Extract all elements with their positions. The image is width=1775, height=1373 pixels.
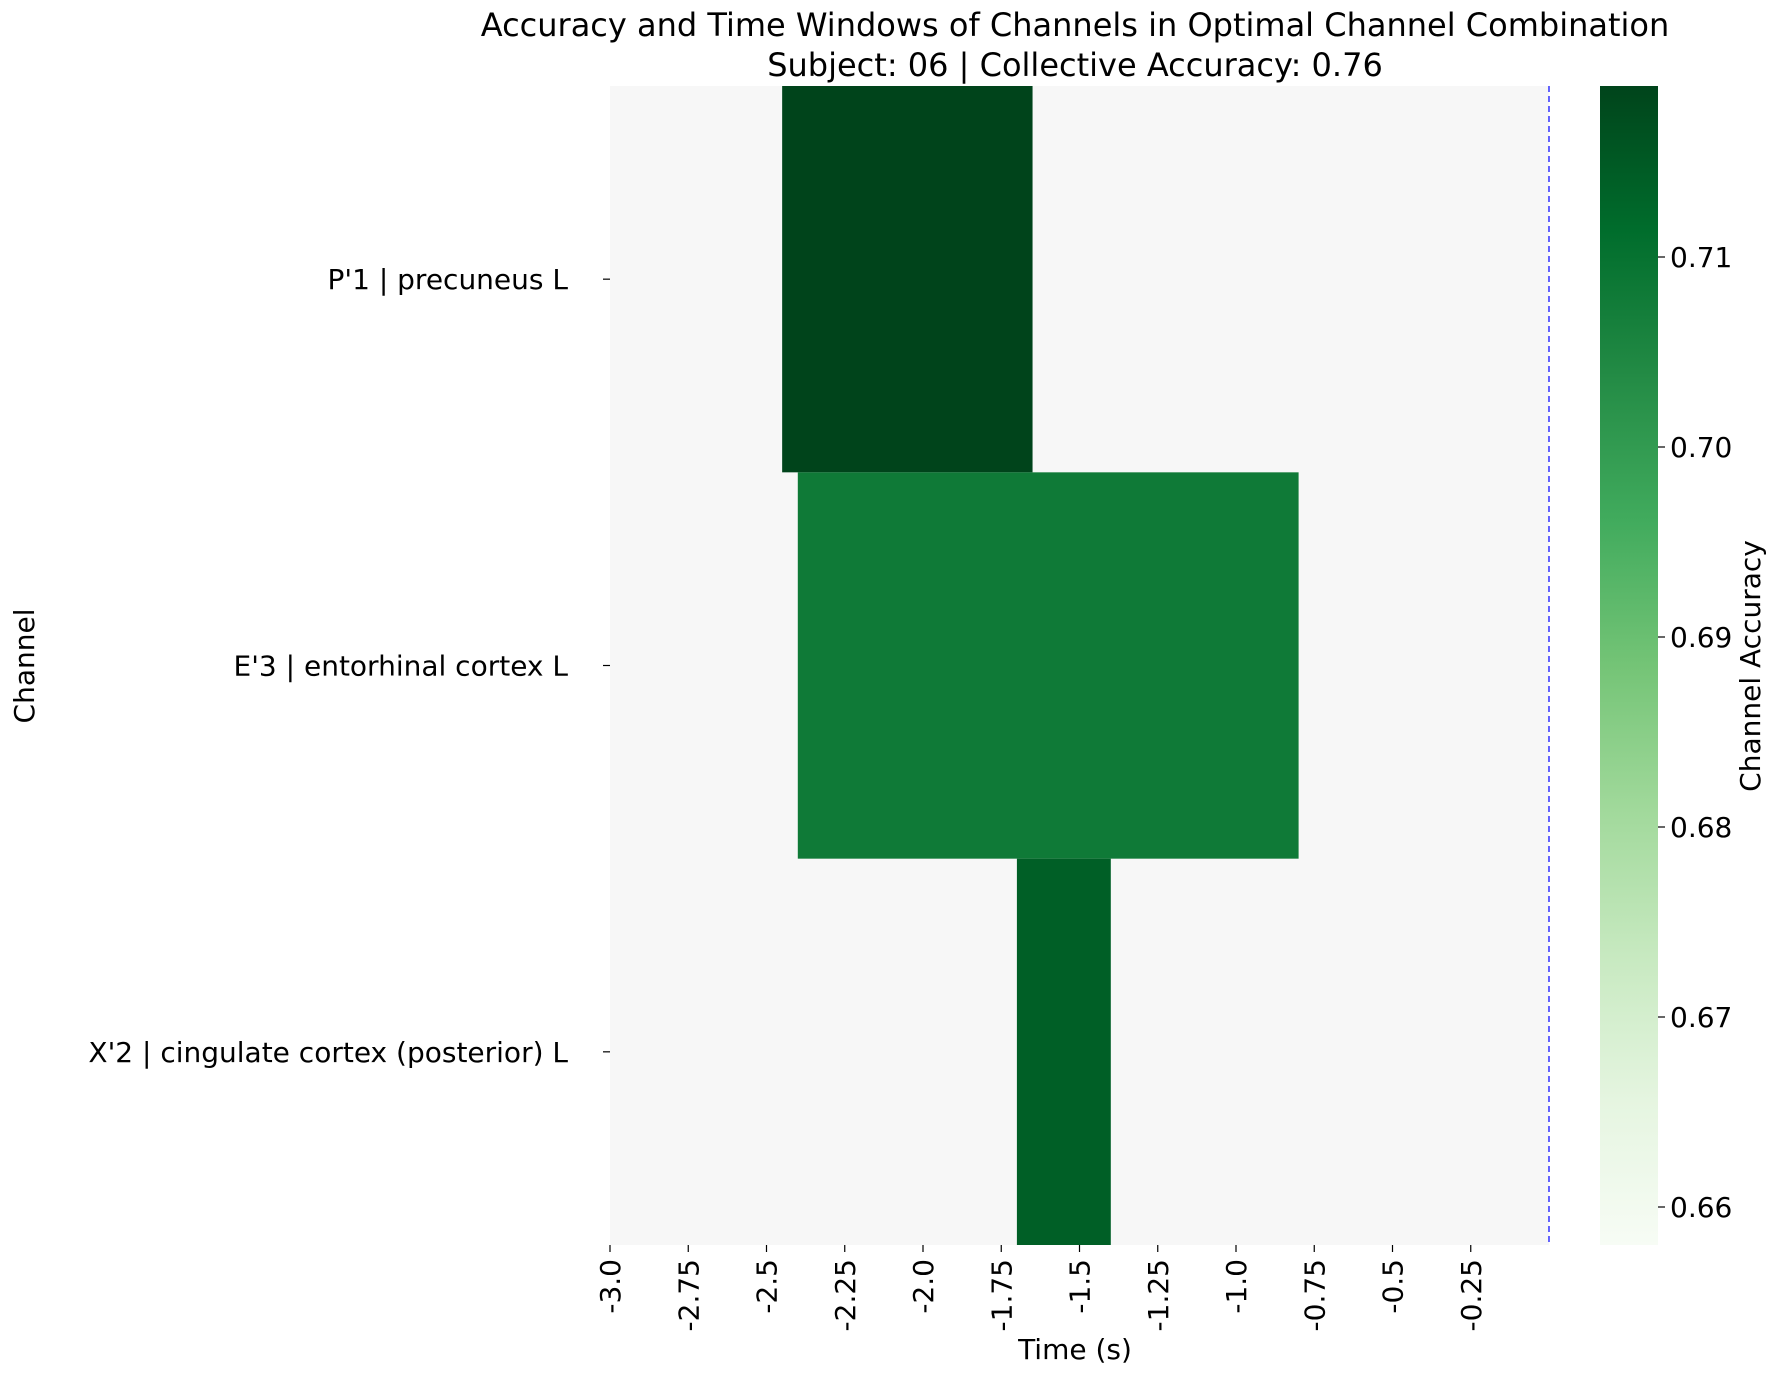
- heatmap-cell: [797, 472, 1299, 859]
- colorbar-ticks: 0.66 0.67 0.68 0.69 0.70 0.71: [1658, 241, 1732, 1224]
- x-tick-label: -2.0: [907, 1259, 940, 1314]
- heatmap-cell: [1016, 858, 1111, 1245]
- x-tick-label: -1.25: [1142, 1259, 1175, 1331]
- colorbar-tick-label: 0.66: [1670, 1191, 1732, 1224]
- x-tick-label: -2.5: [751, 1259, 784, 1314]
- heatmap-cell: [782, 86, 1033, 473]
- y-axis-label: Channel: [8, 609, 41, 724]
- colorbar-tick-label: 0.71: [1670, 241, 1732, 274]
- colorbar-tick-label: 0.70: [1670, 431, 1732, 464]
- x-tick-label: -1.0: [1220, 1259, 1253, 1314]
- x-tick-label: -1.5: [1064, 1259, 1097, 1314]
- colorbar: [1600, 86, 1658, 1245]
- x-tick-label: -2.25: [829, 1259, 862, 1331]
- heatmap-cells: [782, 86, 1299, 1245]
- x-tick-label: -0.75: [1298, 1259, 1331, 1331]
- x-tick-label: -3.0: [594, 1259, 627, 1314]
- y-tick-label: P'1 | precuneus L: [328, 263, 569, 296]
- y-tick-label: X'2 | cingulate cortex (posterior) L: [88, 1036, 568, 1069]
- colorbar-tick-label: 0.69: [1670, 621, 1732, 654]
- colorbar-tick-label: 0.68: [1670, 811, 1732, 844]
- x-axis-label: Time (s): [1017, 1333, 1132, 1366]
- colorbar-tick-label: 0.67: [1670, 1001, 1732, 1034]
- x-tick-label: -1.75: [985, 1259, 1018, 1331]
- x-axis-ticks: -3.0 -2.75 -2.5 -2.25 -2.0 -1.75 -1.5 -1.25 -1.0…: [594, 1245, 1488, 1331]
- y-tick-label: E'3 | entorhinal cortex L: [234, 650, 569, 683]
- y-axis-ticks: P'1 | precuneus L E'3 | entorhinal cortex…: [88, 263, 610, 1069]
- x-tick-label: -2.75: [672, 1259, 705, 1331]
- chart-title: Accuracy and Time Windows of Channels in…: [481, 6, 1670, 44]
- colorbar-label: Channel Accuracy: [1734, 540, 1767, 792]
- x-tick-label: -0.25: [1455, 1259, 1488, 1331]
- chart-subtitle: Subject: 06 | Collective Accuracy: 0.76: [767, 46, 1383, 84]
- x-tick-label: -0.5: [1377, 1259, 1410, 1314]
